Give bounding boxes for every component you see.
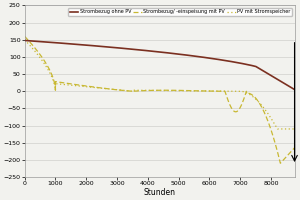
Legend: Strombezug ohne PV, Strombezug/ -einspeisung mit PV, PV mit Stromspeicher: Strombezug ohne PV, Strombezug/ -einspei…: [68, 8, 292, 16]
X-axis label: Stunden: Stunden: [144, 188, 175, 197]
